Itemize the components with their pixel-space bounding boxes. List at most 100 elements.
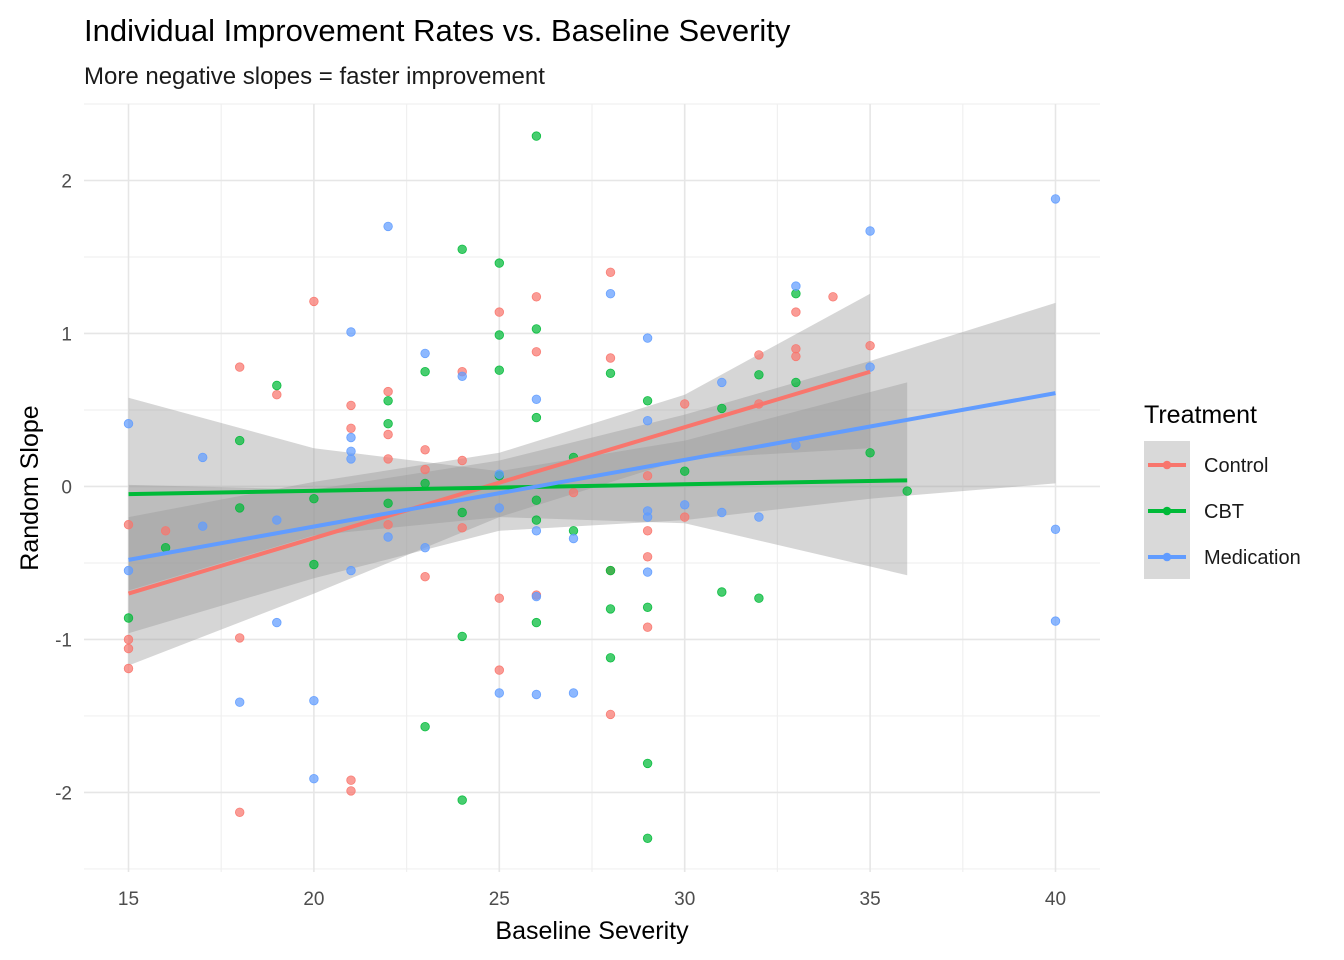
point-control [494,593,505,603]
point-control [605,267,616,278]
point-control [346,423,356,434]
point-medication [272,515,282,525]
legend: Treatment Control CBT Medication [1144,401,1301,579]
fit-line-medication [128,391,1056,562]
x-axis-title: Baseline Severity [495,917,689,945]
point-medication [309,696,319,706]
point-medication [642,416,653,426]
point-cbt [457,631,467,642]
point-medication [234,697,245,707]
point-medication [754,512,764,522]
point-control [234,362,245,372]
point-cbt [531,412,542,423]
point-medication [568,688,579,698]
point-control [346,786,356,796]
point-medication [197,521,208,531]
point-control [383,386,393,397]
point-medication [642,567,653,577]
point-control [642,552,653,562]
point-cbt [642,758,653,769]
point-medication [383,532,393,542]
point-control [754,350,764,360]
point-cbt [123,613,134,623]
point-cbt [605,368,616,379]
point-control [123,634,134,645]
point-medication [865,226,875,236]
x-axis-ticks: 15 20 25 30 35 40 [118,889,1066,910]
y-tick-label: -2 [55,783,72,804]
point-medication [717,507,727,518]
point-cbt [531,515,542,525]
point-medication [346,454,356,464]
point-control [457,523,467,533]
point-control [494,307,505,317]
point-control [568,487,579,498]
grid-minor [84,103,1100,872]
point-control [420,572,430,582]
point-control [420,464,430,475]
point-medication [272,617,282,628]
x-tick-label: 20 [303,889,324,910]
point-cbt [272,380,282,391]
point-control [531,347,542,357]
point-control [642,622,653,632]
point-control [494,665,505,675]
point-cbt [457,795,467,805]
point-medication [123,565,134,576]
point-control [531,292,542,302]
fit-line-cbt [128,478,908,497]
x-tick-label: 35 [860,889,881,910]
point-medication [346,565,356,576]
legend-swatch-point-medication [1162,552,1172,562]
point-medication [865,362,875,372]
point-medication [197,452,208,463]
x-tick-label: 40 [1045,889,1066,910]
point-medication [568,533,579,544]
point-medication [494,469,505,479]
point-cbt [717,587,727,597]
legend-label-medication: Medication [1204,547,1301,569]
point-control [642,526,653,536]
point-control [642,471,653,481]
point-cbt [494,258,505,268]
point-medication [642,333,653,343]
point-medication [791,281,801,291]
point-cbt [605,604,616,614]
point-medication [605,289,616,299]
point-medication [680,500,690,510]
point-cbt [754,370,764,380]
point-cbt [383,396,393,406]
point-medication [420,348,430,359]
y-tick-label: -1 [55,630,72,651]
point-control [420,445,430,455]
point-cbt [309,494,319,504]
point-medication [383,221,393,232]
point-control [383,520,393,530]
legend-title: Treatment [1144,401,1257,429]
point-control [680,399,690,409]
point-medication [717,377,727,388]
point-cbt [494,330,505,340]
point-cbt [642,602,653,613]
point-cbt [754,593,764,603]
fit-line-control [127,369,871,596]
point-medication [1050,616,1061,626]
point-medication [531,394,542,405]
point-control [457,455,467,466]
point-control [346,400,356,411]
chart-subtitle: More negative slopes = faster improvemen… [84,63,545,90]
point-medication [309,774,319,784]
point-cbt [902,486,912,496]
point-cbt [420,478,430,489]
point-medication [494,688,505,698]
point-cbt [531,617,542,628]
scatter-points [123,131,1061,844]
point-control [680,512,690,522]
y-tick-label: 1 [61,324,72,345]
point-cbt [420,367,430,377]
legend-swatch-point-control [1162,460,1172,470]
point-medication [346,327,356,337]
point-medication [1050,524,1061,535]
point-cbt [642,396,653,406]
